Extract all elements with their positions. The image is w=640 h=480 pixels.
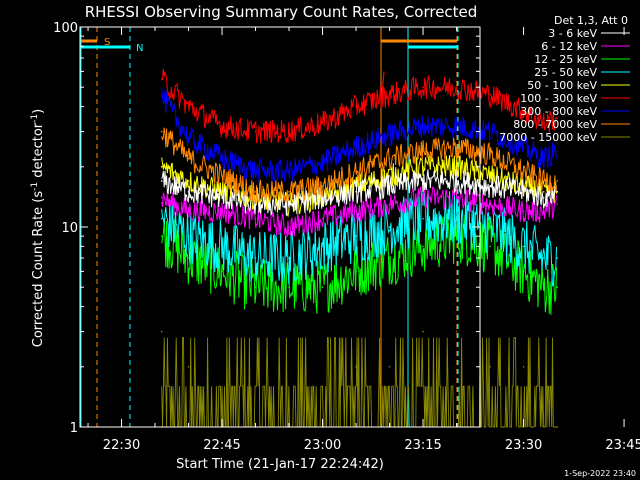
legend-entry-label: 12 - 25 keV [534, 53, 597, 66]
y-axis-label-main: Corrected Count Rate (s [31, 191, 46, 348]
legend-entry-label: 3 - 6 keV [548, 27, 597, 40]
data-point [187, 366, 190, 368]
data-point [388, 366, 391, 368]
data-point [489, 93, 491, 96]
x-tick-label: 23:30 [505, 438, 542, 453]
data-point [388, 175, 391, 177]
legend-entry-label: 25 - 50 keV [534, 66, 597, 79]
data-point [388, 226, 391, 228]
data-point [160, 217, 163, 220]
series-300_800keV [160, 87, 558, 183]
y-tick-label: 100 [53, 21, 78, 36]
data-point [522, 191, 525, 193]
x-tick-label: 23:15 [404, 438, 441, 453]
data-point [556, 191, 558, 193]
series-line [161, 185, 557, 238]
y-axis: 1 10 100 [53, 21, 480, 436]
series-line [161, 87, 557, 183]
series-line [161, 68, 557, 144]
series-800_7000keV [160, 127, 558, 206]
y-axis-label: Corrected Count Rate (s-1 detector-1) [30, 109, 46, 347]
series-line [161, 127, 557, 206]
annotation-s: S [104, 37, 110, 48]
series-6_12keV [160, 185, 558, 238]
x-tick-label: 22:45 [203, 438, 240, 453]
legend-entry-label: 800 - 7000 keV [513, 118, 597, 131]
y-tick-label: 10 [61, 221, 78, 236]
data-point [489, 245, 491, 248]
data-point [422, 330, 424, 333]
series-spike [380, 71, 385, 107]
series-line [161, 189, 557, 287]
series-25_50keV [160, 189, 558, 287]
legend-entry-label: 50 - 100 keV [527, 79, 597, 92]
data-point [422, 245, 424, 248]
data-point [556, 180, 558, 182]
data-point [160, 235, 163, 237]
series-line [161, 169, 557, 216]
legend-entry-label: 100 - 300 keV [520, 92, 597, 105]
series-line [161, 337, 557, 428]
data-point [160, 330, 163, 333]
legend-entry-label: 300 - 800 keV [520, 105, 597, 118]
plot-area: SN [79, 26, 558, 428]
data-point [542, 191, 545, 193]
data-point [288, 191, 290, 193]
data-point [422, 86, 424, 88]
data-point [556, 286, 558, 289]
data-point [388, 133, 391, 136]
x-tick-label: 22:30 [103, 438, 140, 453]
x-axis-label: Start Time (21-Jan-17 22:24:42) [176, 457, 384, 472]
data-point [522, 245, 525, 248]
data-point [455, 330, 458, 333]
y-axis-label-sup2: -1 [30, 114, 40, 123]
annotation-n: N [136, 43, 143, 54]
x-tick-label: 23:45 [605, 438, 640, 453]
data-point [321, 286, 324, 289]
data-point [321, 217, 324, 220]
data-point [522, 366, 525, 368]
y-axis-label-sup1: -1 [30, 182, 40, 191]
y-axis-label-end: ) [31, 109, 46, 114]
y-axis-label-mid: detector [31, 122, 46, 182]
data-point [556, 150, 558, 152]
y-tick-label: 1 [70, 421, 78, 436]
legend-entry-label: 7000 - 15000 keV [499, 131, 597, 144]
data-point [160, 197, 163, 199]
data-point [556, 203, 558, 205]
data-point [556, 257, 558, 259]
data-point [489, 226, 491, 228]
legend-header: Det 1,3, Att 0 [554, 14, 628, 27]
data-point [321, 245, 324, 248]
data-point [422, 217, 424, 220]
series-100_300keV [160, 68, 558, 144]
x-tick-label: 23:00 [304, 438, 341, 453]
data-point [556, 426, 558, 428]
data-point [160, 180, 163, 182]
timestamp: 1-Sep-2022 23:40 [564, 469, 636, 478]
chart-title: RHESSI Observing Summary Count Rates, Co… [85, 3, 478, 21]
data-point [160, 130, 163, 133]
data-point [542, 257, 545, 259]
legend-entry-label: 6 - 12 keV [541, 40, 597, 53]
data-point [160, 166, 163, 168]
